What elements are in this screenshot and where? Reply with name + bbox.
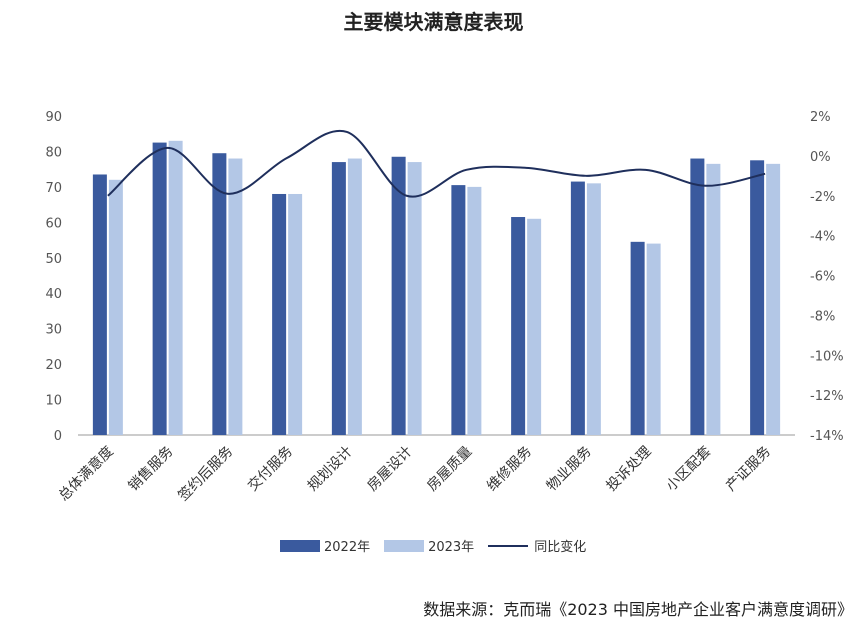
bar-2023 [646,243,661,435]
category-label: 房屋质量 [424,444,475,495]
left-tick-label: 70 [45,181,62,196]
change-line-path [107,129,766,198]
legend-swatch-2023 [384,539,425,552]
bar-2023 [766,163,781,435]
bar-2022 [152,142,167,436]
bar-2022 [272,193,287,435]
right-tick-label: -10% [810,349,844,364]
legend-item-2023: 2023年 [384,536,474,555]
left-tick-label: 20 [45,358,62,373]
category-label: 交付服务 [244,443,296,495]
bar-2023 [467,186,482,435]
left-tick-label: 90 [45,110,62,125]
bar-2022 [92,174,107,435]
left-tick-label: 80 [45,145,62,160]
bar-2022 [690,158,705,436]
legend-swatch-change [488,544,529,547]
category-label: 产证服务 [723,444,774,495]
bar-2023 [347,158,362,436]
bar-2023 [586,183,601,435]
bar-2022 [331,162,346,436]
left-tick-label: 60 [45,216,62,231]
category-label: 维修服务 [484,444,535,495]
bar-2023 [288,193,303,435]
legend: 2022年 2023年 同比变化 [280,536,600,555]
bar-2023 [108,179,123,435]
bar-2022 [630,241,645,435]
right-axis-ticks: 2% 0% -2% -4% -6% -8% -10% -12% -14% [810,110,844,444]
bar-2022 [570,181,585,435]
right-tick-label: 0% [810,150,831,165]
bar-2022 [750,160,765,436]
category-label: 总体满意度 [55,443,117,505]
bar-2023 [407,162,422,436]
right-tick-label: 2% [810,110,831,125]
bar-2022 [212,153,227,435]
source-note: 数据来源：克而瑞《2023 中国房地产企业客户满意度调研》 [423,600,853,619]
right-tick-label: -2% [810,190,835,205]
legend-label-change: 同比变化 [534,540,587,555]
bar-2022 [511,217,526,435]
category-label: 销售服务 [126,444,177,495]
legend-item-2022: 2022年 [280,536,370,555]
left-axis-ticks: 90 80 70 60 50 40 30 20 10 0 [45,110,62,444]
bar-2023 [228,158,243,436]
category-label: 小区配套 [663,444,714,495]
right-tick-label: -14% [810,429,844,444]
category-label: 投诉处理 [604,444,655,495]
right-tick-label: -6% [810,270,835,285]
chart-title: 主要模块满意度表现 [343,10,524,34]
bar-2023 [527,218,542,435]
left-tick-label: 30 [45,323,62,338]
right-tick-label: -12% [810,389,844,404]
bar-2022 [391,156,406,435]
category-label: 签约后服务 [175,443,237,505]
change-line [107,129,766,198]
right-tick-label: -8% [810,309,835,324]
bars [92,140,781,436]
legend-label-2022: 2022年 [324,540,371,555]
left-tick-label: 40 [45,287,62,302]
bar-2022 [451,185,466,435]
legend-item-change: 同比变化 [488,536,586,555]
bar-2023 [168,140,183,436]
right-tick-label: -4% [810,230,835,245]
category-label: 规划设计 [305,444,356,495]
category-label: 物业服务 [544,444,595,495]
bar-2023 [706,163,721,435]
legend-label-2023: 2023年 [428,540,475,555]
left-tick-label: 50 [45,252,62,267]
left-tick-label: 10 [45,394,62,409]
category-label: 房屋设计 [365,444,416,495]
left-tick-label: 0 [54,429,62,444]
legend-swatch-2022 [280,539,320,552]
